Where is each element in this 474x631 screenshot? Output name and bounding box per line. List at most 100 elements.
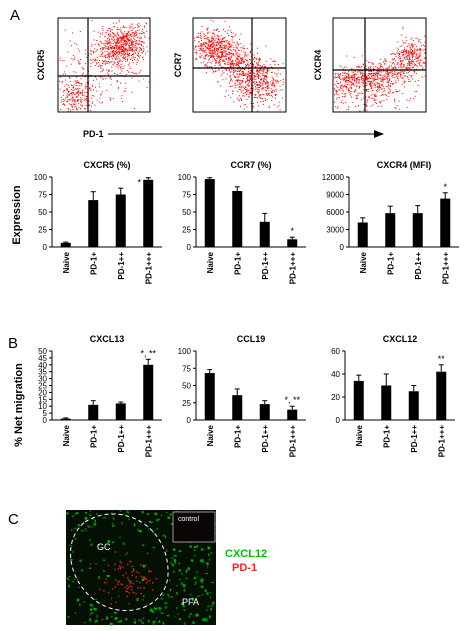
bar-ccl19-1	[232, 395, 243, 420]
y-tick-label-ccl19-4: 100	[178, 347, 192, 356]
chart-title-cxcl12: CXCL12	[383, 334, 418, 344]
y-tick-label-cxcl13-8: 40	[38, 361, 47, 370]
panel-label-b: B	[8, 335, 18, 352]
y-tick-label-cxcr4-3: 9000	[326, 191, 344, 200]
y-tick-label-cxcl13-5: 25	[38, 382, 47, 391]
x-tick-label-cxcr5-0: Naive	[62, 251, 71, 273]
chart-title-ccl19: CCL19	[237, 334, 266, 344]
bar-cxcr4-0	[357, 222, 368, 247]
bar-chart-cxcr4: CXCR4 (MFI) 0 3000 6000 9000 12000 Naive PD-1+ P…	[322, 160, 459, 284]
panel-label-a: A	[10, 7, 20, 24]
chart-title-cxcr4: CXCR4 (MFI)	[377, 160, 432, 170]
y-tick-label-cxcl13-0: 0	[43, 416, 48, 425]
y-tick-label-ccl19-2: 50	[182, 382, 191, 391]
y-tick-label-cxcr5-1: 25	[38, 226, 47, 235]
x-tick-label-cxcr4-0: Naive	[359, 251, 368, 273]
y-tick-label-cxcl12-2: 40	[331, 370, 340, 379]
x-tick-label-cxcl12-3: PD-1+++	[437, 425, 446, 458]
significance-cxcr4-3: *	[443, 182, 447, 192]
x-tick-label-cxcl13-0: Naive	[62, 424, 71, 446]
x-tick-label-cxcr5-3: PD-1+++	[144, 252, 153, 285]
bar-chart-ccr7: CCR7 (%) 0 25 50 75 100 Naive PD-1+ PD-1++ PD-1++…	[178, 160, 306, 284]
flow-ylabel-cxcr4: CXCR4	[313, 50, 323, 81]
germinal-center-outline	[70, 513, 169, 612]
bar-cxcr5-1	[88, 200, 99, 247]
x-tick-label-ccr7-0: Naive	[206, 251, 215, 273]
bar-ccr7-1	[232, 191, 243, 247]
y-tick-label-cxcl13-9: 45	[38, 354, 47, 363]
arrow-head-icon	[374, 130, 384, 138]
y-tick-label-cxcl13-7: 35	[38, 368, 47, 377]
bar-cxcl12-2	[408, 391, 419, 420]
y-tick-label-ccl19-1: 25	[182, 399, 191, 408]
x-tick-label-cxcr5-1: PD-1+	[89, 252, 98, 275]
x-tick-label-cxcl12-2: PD-1++	[410, 425, 419, 453]
y-tick-label-cxcl13-3: 15	[38, 395, 47, 404]
flow-ylabel-ccr7: CCR7	[173, 53, 183, 78]
bar-chart-cxcl12: CXCL12 0 20 40 60 Naive PD-1+ PD-1++ PD-1+++ **	[331, 334, 455, 457]
bar-cxcl12-3	[436, 371, 447, 420]
bar-cxcr4-1	[385, 213, 396, 247]
y-title-expression: Expression	[11, 185, 23, 245]
gc-label: GC	[97, 542, 111, 552]
bar-chart-cxcr5: CXCR5 (%) 0 25 50 75 100 Naive PD-1+ PD-1++ PD-1+…	[34, 160, 162, 284]
flow-plot-cxcr4: CXCR4	[313, 17, 427, 113]
y-tick-label-ccl19-3: 75	[182, 364, 191, 373]
micrograph: control GC PFA	[66, 510, 216, 626]
bar-cxcl12-0	[353, 380, 364, 420]
y-tick-label-cxcr4-2: 6000	[326, 208, 344, 217]
chart-title-cxcr5: CXCR5 (%)	[83, 160, 130, 170]
legend-cxcl12: CXCL12	[225, 548, 267, 560]
bar-cxcl12-1	[381, 385, 392, 420]
y-tick-label-ccl19-0: 0	[187, 416, 192, 425]
significance-cxcl13-3: *, **	[140, 348, 156, 358]
y-tick-label-cxcr5-3: 75	[38, 191, 47, 200]
y-tick-label-cxcl13-2: 10	[38, 402, 47, 411]
flow-ylabel-cxcr5: CXCR5	[36, 50, 46, 81]
y-tick-label-cxcr4-1: 3000	[326, 226, 344, 235]
y-tick-label-cxcr5-4: 100	[34, 173, 48, 182]
y-tick-label-cxcl13-6: 30	[38, 375, 47, 384]
x-tick-label-ccr7-2: PD-1++	[261, 252, 270, 280]
control-inset	[172, 511, 216, 543]
bar-ccr7-2	[259, 221, 270, 247]
y-tick-label-cxcl13-10: 50	[38, 347, 47, 356]
x-tick-label-ccl19-1: PD-1+	[233, 425, 242, 448]
y-tick-label-cxcr5-0: 0	[43, 243, 48, 252]
y-tick-label-ccr7-2: 50	[182, 208, 191, 217]
x-tick-label-ccl19-2: PD-1++	[261, 425, 270, 453]
y-tick-label-cxcr4-0: 0	[340, 243, 345, 252]
y-tick-label-cxcl12-1: 20	[331, 393, 340, 402]
flow-plot-ccr7: CCR7	[173, 17, 287, 113]
panel-label-c: C	[8, 511, 19, 528]
chart-title-cxcl13: CXCL13	[90, 334, 125, 344]
flow-plot-cxcr5: CXCR5	[36, 17, 151, 113]
bar-chart-ccl19: CCL19 0 25 50 75 100 Naive PD-1+ PD-1++ PD-1+++ *,…	[178, 334, 306, 457]
y-tick-label-cxcr4-4: 12000	[322, 173, 345, 182]
x-tick-label-cxcr5-2: PD-1++	[117, 252, 126, 280]
significance-cxcr5-3: *	[137, 178, 141, 188]
x-tick-label-cxcl13-2: PD-1++	[117, 425, 126, 453]
control-label: control	[178, 516, 199, 523]
legend-pd1: PD-1	[232, 562, 257, 574]
bar-cxcr5-2	[115, 194, 126, 247]
x-tick-label-ccr7-3: PD-1+++	[288, 252, 297, 285]
y-tick-label-ccr7-1: 25	[182, 226, 191, 235]
y-tick-label-ccr7-0: 0	[187, 243, 192, 252]
bar-cxcr5-3	[143, 179, 154, 247]
bar-ccr7-0	[204, 179, 215, 247]
chart-title-ccr7: CCR7 (%)	[230, 160, 271, 170]
significance-cxcl12-3: **	[438, 354, 446, 364]
y-tick-label-cxcr5-2: 50	[38, 208, 47, 217]
x-tick-label-cxcr4-2: PD-1++	[414, 252, 423, 280]
bar-cxcr5-0	[60, 242, 71, 247]
x-tick-label-cxcl13-1: PD-1+	[89, 425, 98, 448]
y-title-net-migration: % Net migration	[13, 363, 25, 447]
x-tick-label-ccl19-3: PD-1+++	[288, 425, 297, 458]
bar-cxcl13-0	[60, 418, 71, 420]
x-tick-label-ccr7-1: PD-1+	[233, 252, 242, 275]
x-tick-label-cxcl12-1: PD-1+	[382, 425, 391, 448]
x-tick-label-cxcl12-0: Naive	[355, 424, 364, 446]
